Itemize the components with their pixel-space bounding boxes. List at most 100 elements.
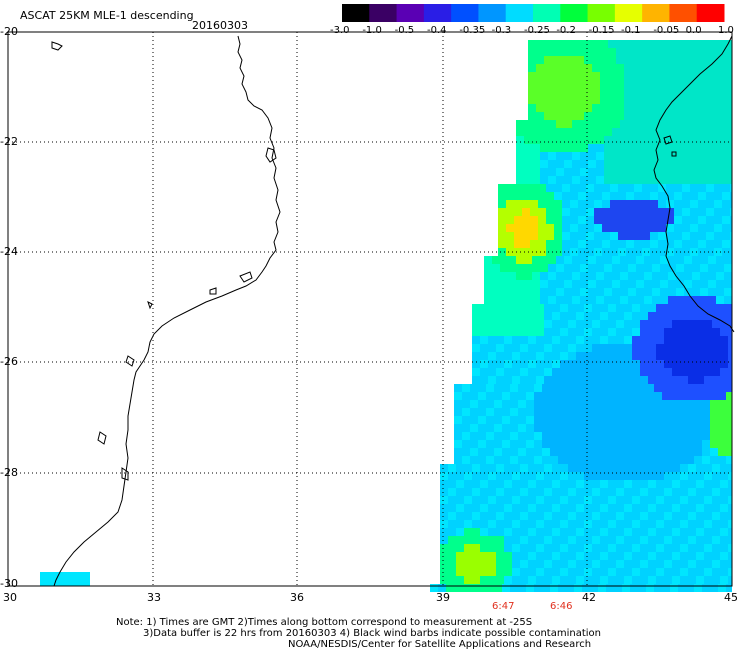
swath-cell: [688, 528, 696, 536]
swath-cell: [648, 336, 656, 344]
swath-cell: [680, 520, 688, 528]
swath-cell: [598, 416, 606, 424]
swath-cell: [616, 376, 624, 384]
swath-cell: [480, 320, 488, 328]
swath-cell: [692, 128, 700, 136]
swath-cell: [704, 352, 712, 360]
swath-cell: [640, 376, 648, 384]
swath-cell: [440, 576, 448, 584]
swath-cell: [608, 48, 616, 56]
swath-cell: [536, 96, 544, 104]
swath-cell: [536, 320, 544, 328]
swath-cell: [666, 192, 674, 200]
swath-cell: [552, 576, 560, 584]
swath-cell: [712, 536, 720, 544]
swath-cell: [620, 152, 628, 160]
swath-cell: [544, 40, 552, 48]
swath-cell: [696, 552, 704, 560]
swath-cell: [670, 584, 678, 592]
swath-cell: [528, 376, 536, 384]
swath-cell: [570, 248, 578, 256]
swath-cell: [480, 520, 488, 528]
swath-cell: [556, 280, 564, 288]
swath-cell: [632, 528, 640, 536]
swath-cell: [664, 344, 672, 352]
swath-cell: [664, 496, 672, 504]
swath-cell: [616, 312, 624, 320]
swath-cell: [616, 344, 624, 352]
swath-cell: [552, 560, 560, 568]
swath-cell: [726, 392, 732, 400]
swath-cell: [454, 416, 462, 424]
note-line-3: NOAA/NESDIS/Center for Satellite Applica…: [288, 639, 592, 650]
swath-cell: [634, 200, 642, 208]
swath-cell: [632, 96, 640, 104]
swath-cell: [548, 264, 556, 272]
swath-cell: [480, 304, 488, 312]
swath-cell: [540, 296, 548, 304]
swath-cell: [626, 224, 634, 232]
swath-cell: [440, 480, 448, 488]
swath-cell: [576, 520, 584, 528]
swath-cell: [666, 216, 674, 224]
swath-cell: [554, 200, 562, 208]
swath-cell: [576, 40, 584, 48]
swath-cell: [470, 432, 478, 440]
swath-cell: [538, 200, 546, 208]
swath-cell: [582, 456, 590, 464]
swath-cell: [560, 488, 568, 496]
swath-cell: [526, 400, 534, 408]
swath-cell: [654, 448, 662, 456]
swath-cell: [604, 280, 612, 288]
swath-cell: [636, 120, 644, 128]
swath-cell: [624, 544, 632, 552]
swath-cell: [488, 568, 496, 576]
swath-cell: [628, 168, 636, 176]
swath-cell: [496, 312, 504, 320]
swath-cell: [584, 368, 592, 376]
swath-cell: [568, 304, 576, 312]
swath-cell: [528, 56, 536, 64]
swath-cell: [502, 416, 510, 424]
swath-cell: [708, 120, 716, 128]
swath-cell: [602, 200, 610, 208]
swath-cell: [480, 344, 488, 352]
swath-cell: [718, 440, 726, 448]
swath-cell: [700, 176, 708, 184]
swath-cell: [536, 48, 544, 56]
swath-cell: [502, 400, 510, 408]
swath-cell: [648, 544, 656, 552]
swath-cell: [552, 536, 560, 544]
swath-cell: [714, 216, 722, 224]
swath-cell: [720, 64, 728, 72]
swath-cell: [512, 520, 520, 528]
swath-cell: [576, 304, 584, 312]
swath-cell: [550, 416, 558, 424]
swath-cell: [494, 384, 502, 392]
swath-cell: [496, 304, 504, 312]
swath-cell: [496, 576, 504, 584]
swath-cell: [524, 264, 532, 272]
swath-cell: [624, 328, 632, 336]
swath-cell: [696, 352, 704, 360]
swath-cell: [584, 528, 592, 536]
swath-cell: [592, 376, 600, 384]
swath-cell: [488, 328, 496, 336]
swath-cell: [574, 384, 582, 392]
swath-cell: [608, 304, 616, 312]
swath-cell: [728, 496, 732, 504]
swath-cell: [698, 216, 706, 224]
swath-cell: [648, 96, 656, 104]
swath-cell: [648, 368, 656, 376]
swath-cell: [630, 440, 638, 448]
swath-cell: [626, 240, 634, 248]
swath-cell: [578, 200, 586, 208]
swath-cell: [492, 288, 500, 296]
swath-cell: [724, 168, 732, 176]
swath-cell: [684, 256, 692, 264]
swath-cell: [662, 416, 670, 424]
swath-cell: [592, 552, 600, 560]
swath-cell: [728, 568, 732, 576]
swath-cell: [526, 448, 534, 456]
swath-cell: [696, 320, 704, 328]
